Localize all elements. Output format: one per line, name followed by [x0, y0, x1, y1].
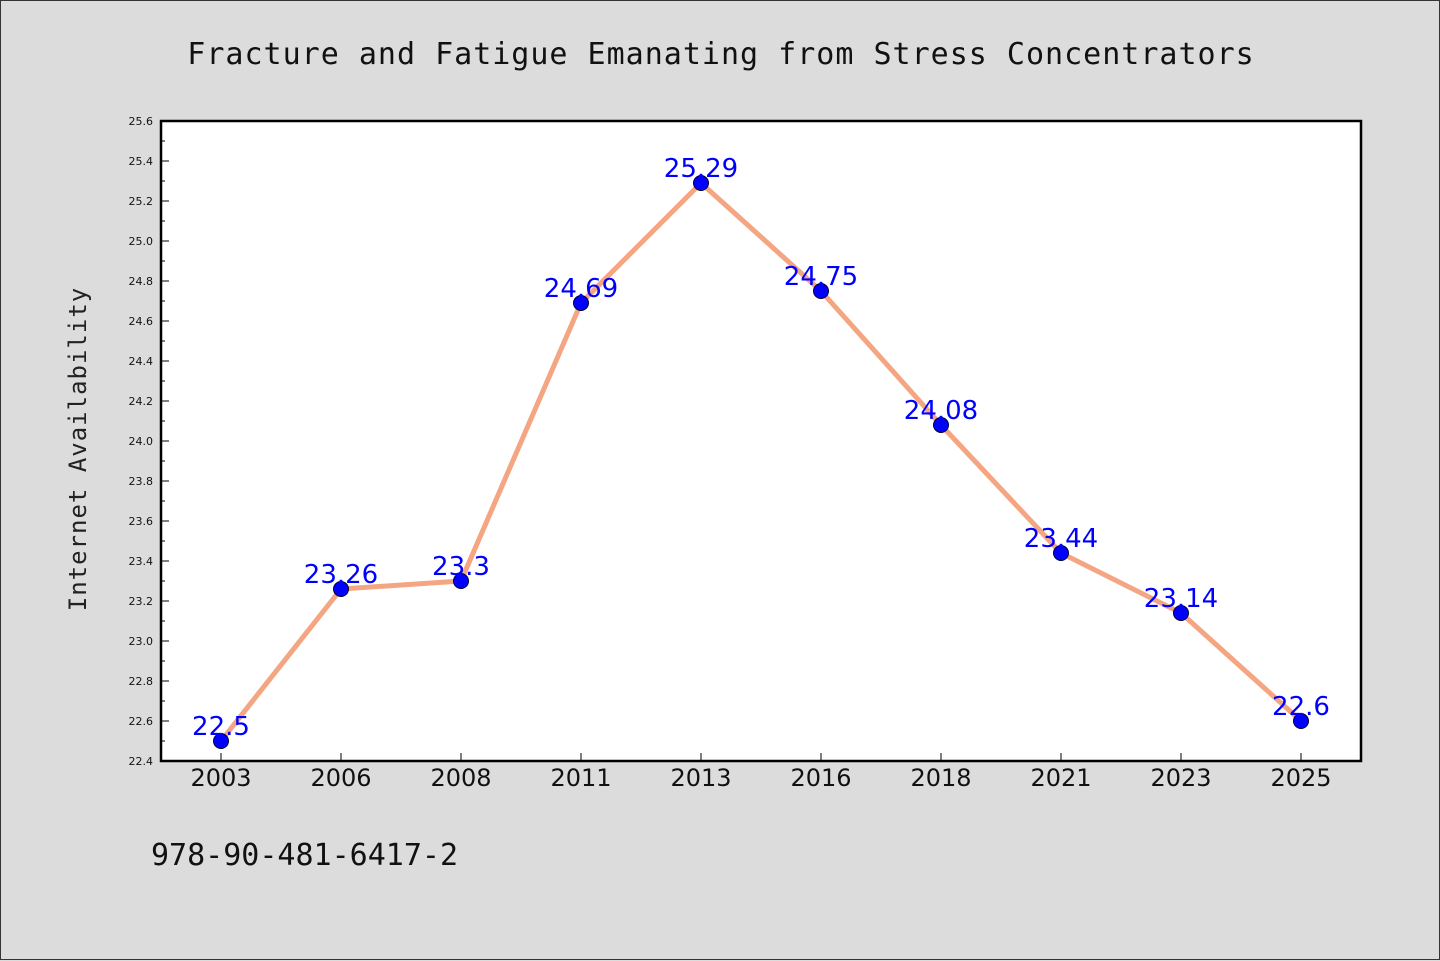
- y-tick-label: 25.2: [129, 195, 154, 208]
- x-tick-label: 2023: [1150, 764, 1211, 792]
- y-tick-label: 24.4: [129, 355, 154, 368]
- data-markers: [213, 175, 1309, 749]
- data-point: [1293, 713, 1309, 729]
- data-point: [693, 175, 709, 191]
- y-tick-label: 25.4: [129, 155, 154, 168]
- chart-title: Fracture and Fatigue Emanating from Stre…: [187, 37, 1254, 72]
- plot-area: [161, 121, 1361, 761]
- data-point: [933, 417, 949, 433]
- y-tick-label: 24.0: [129, 435, 154, 448]
- plot-border: [159, 119, 1363, 763]
- x-tick-label: 2021: [1030, 764, 1091, 792]
- y-tick-label: 24.2: [129, 395, 154, 408]
- data-label: 22.5: [192, 712, 250, 742]
- y-axis-label: Internet Availability: [64, 287, 92, 611]
- y-tick-label: 25.0: [129, 235, 154, 248]
- y-tick-label: 23.2: [129, 595, 154, 608]
- y-tick-label: 25.6: [129, 115, 154, 128]
- x-tick-label: 2016: [790, 764, 851, 792]
- data-label: 23.26: [304, 560, 378, 590]
- y-tick-label: 24.8: [129, 275, 154, 288]
- data-point: [333, 581, 349, 597]
- data-label: 24.08: [904, 396, 978, 426]
- data-labels: 22.5 23.26 23.3 24.69 25.29 24.75 24.08 23.44 23…: [192, 154, 1330, 742]
- axis-ticks: 22.4 22.6 22.8 23.0 23.2 23.4 23.6 23.8 24.0 24.2…: [129, 115, 1332, 792]
- x-tick-label: 2006: [310, 764, 371, 792]
- x-tick-label: 2003: [190, 764, 251, 792]
- data-point: [1173, 605, 1189, 621]
- y-tick-label: 23.4: [129, 555, 154, 568]
- data-point: [213, 733, 229, 749]
- y-tick-label: 23.6: [129, 515, 154, 528]
- data-point: [573, 295, 589, 311]
- data-label: 24.69: [544, 274, 618, 304]
- y-tick-label: 22.4: [129, 755, 154, 768]
- x-tick-label: 2008: [430, 764, 491, 792]
- x-tick-label: 2011: [550, 764, 611, 792]
- y-tick-label: 23.0: [129, 635, 154, 648]
- y-tick-label: 22.8: [129, 675, 154, 688]
- x-tick-label: 2013: [670, 764, 731, 792]
- data-label: 25.29: [664, 154, 738, 184]
- series-line: [219, 180, 1303, 743]
- x-tick-label: 2025: [1270, 764, 1331, 792]
- data-label: 23.14: [1144, 584, 1218, 614]
- data-label: 23.3: [432, 552, 490, 582]
- y-tick-label: 23.8: [129, 475, 154, 488]
- data-point: [813, 283, 829, 299]
- data-label: 24.75: [784, 262, 858, 292]
- data-label: 22.6: [1272, 692, 1330, 722]
- y-tick-label: 22.6: [129, 715, 154, 728]
- isbn-text: 978-90-481-6417-2: [151, 838, 458, 873]
- y-tick-label: 24.6: [129, 315, 154, 328]
- data-point: [453, 573, 469, 589]
- data-label: 23.44: [1024, 524, 1098, 554]
- data-point: [1053, 545, 1069, 561]
- series-line-group: [219, 180, 1303, 743]
- x-tick-label: 2018: [910, 764, 971, 792]
